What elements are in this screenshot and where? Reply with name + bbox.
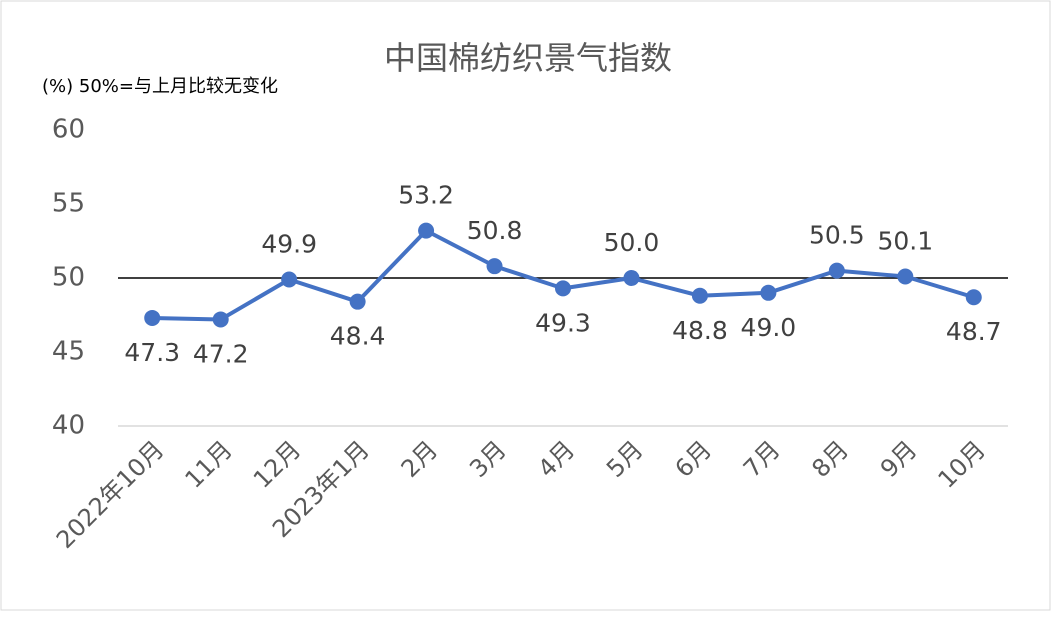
y-tick-label: 45 bbox=[52, 337, 85, 367]
data-label: 49.3 bbox=[535, 308, 591, 337]
data-label: 50.0 bbox=[604, 228, 660, 257]
y-tick-label: 60 bbox=[52, 115, 85, 145]
marker bbox=[486, 258, 503, 275]
marker bbox=[418, 222, 435, 239]
data-label: 50.8 bbox=[467, 216, 523, 245]
marker bbox=[897, 268, 914, 285]
marker bbox=[760, 284, 777, 301]
y-tick-label: 40 bbox=[52, 411, 85, 441]
data-label: 53.2 bbox=[398, 181, 454, 210]
data-label: 48.8 bbox=[672, 316, 728, 345]
marker bbox=[828, 262, 845, 279]
marker bbox=[144, 309, 161, 326]
marker bbox=[349, 293, 366, 310]
marker bbox=[691, 287, 708, 304]
data-label: 49.9 bbox=[261, 229, 317, 258]
marker bbox=[555, 280, 571, 297]
chart-title: 中国棉纺织景气指数 bbox=[384, 39, 672, 77]
data-label: 47.3 bbox=[124, 338, 180, 367]
marker bbox=[281, 271, 298, 288]
data-label: 47.2 bbox=[193, 339, 249, 368]
data-label: 48.4 bbox=[330, 322, 386, 351]
marker bbox=[212, 311, 229, 328]
marker bbox=[965, 289, 982, 306]
data-label: 50.1 bbox=[877, 227, 933, 256]
chart-note: (%) 50%=与上月比较无变化 bbox=[42, 76, 278, 97]
y-tick-label: 55 bbox=[52, 189, 85, 219]
data-label: 48.7 bbox=[946, 317, 1002, 346]
marker bbox=[623, 270, 640, 286]
chart-border bbox=[0, 0, 1051, 611]
data-label: 49.0 bbox=[741, 313, 797, 342]
y-tick-label: 50 bbox=[52, 263, 85, 293]
data-label: 50.5 bbox=[809, 221, 865, 250]
